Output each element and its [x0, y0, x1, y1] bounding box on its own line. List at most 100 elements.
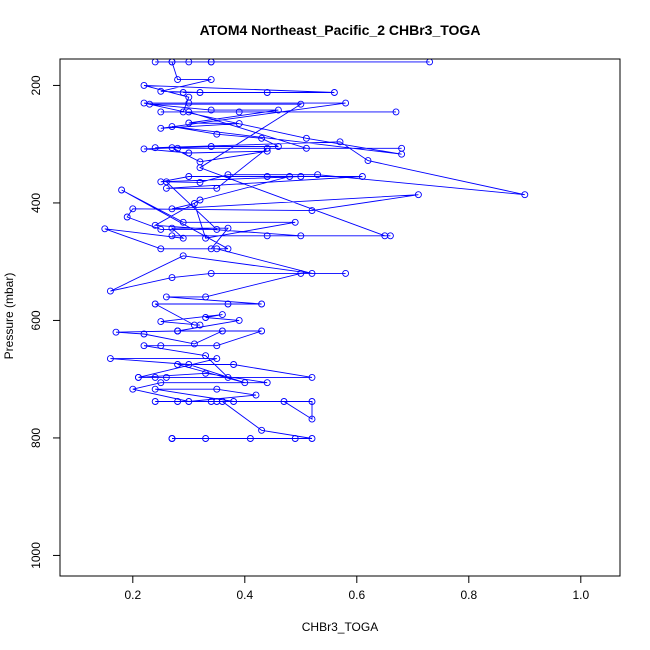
data-point: [190, 321, 198, 329]
x-tick-label: 0.6: [348, 588, 365, 602]
y-tick-label: 600: [29, 310, 43, 330]
data-point: [157, 178, 165, 186]
y-axis-label: Pressure (mbar): [2, 273, 16, 360]
data-point: [185, 119, 193, 127]
series-line: [104, 61, 525, 439]
data-point: [521, 191, 529, 199]
data-point: [224, 245, 232, 253]
data-point: [252, 391, 260, 399]
data-point: [185, 361, 193, 368]
data-point: [179, 252, 187, 260]
data-point: [230, 361, 238, 368]
data-point: [398, 144, 406, 152]
data-point: [314, 171, 322, 179]
data-point: [146, 100, 154, 108]
data-point: [157, 124, 165, 132]
data-point: [213, 342, 221, 350]
data-point: [185, 93, 193, 101]
data-point: [258, 327, 266, 335]
data-point: [202, 352, 210, 360]
data-point: [157, 342, 165, 350]
data-point: [179, 234, 187, 242]
data-point: [118, 186, 126, 194]
x-tick-label: 1.0: [572, 588, 589, 602]
data-point: [308, 435, 316, 442]
data-point: [297, 100, 305, 108]
data-point: [162, 184, 170, 192]
data-point: [157, 87, 165, 95]
data-point: [286, 173, 294, 180]
data-point: [297, 269, 305, 277]
data-point: [140, 330, 148, 338]
data-point: [196, 164, 204, 172]
y-tick-label: 800: [29, 428, 43, 448]
data-point: [263, 232, 271, 240]
data-point: [190, 340, 198, 348]
data-point: [258, 300, 266, 308]
data-point: [179, 108, 187, 116]
data-point: [330, 89, 338, 96]
data-point: [258, 426, 266, 434]
data-point: [202, 314, 210, 321]
data-point: [140, 81, 148, 89]
data-point: [207, 398, 215, 405]
series-points: [101, 59, 529, 442]
data-point: [308, 207, 316, 215]
data-point: [196, 89, 204, 96]
data-point: [202, 293, 210, 301]
data-point: [174, 76, 182, 84]
data-point: [364, 157, 372, 165]
data-point: [140, 145, 148, 153]
data-point: [151, 300, 159, 308]
data-point: [151, 398, 159, 405]
data-point: [224, 224, 232, 232]
series-lines: [104, 61, 525, 439]
data-point: [358, 173, 366, 180]
x-axis-label: CHBr3_TOGA: [302, 620, 378, 634]
data-point: [218, 311, 226, 319]
data-point: [218, 327, 226, 335]
data-point: [134, 373, 142, 381]
data-point: [168, 232, 176, 240]
data-point: [213, 184, 221, 192]
data-point: [129, 205, 137, 213]
data-point: [168, 435, 176, 442]
data-point: [246, 435, 254, 442]
data-point: [263, 173, 271, 180]
x-tick-label: 0.2: [124, 588, 141, 602]
data-point: [263, 379, 271, 387]
data-point: [414, 191, 422, 199]
data-point: [224, 373, 232, 381]
data-point: [291, 435, 299, 442]
data-point: [224, 171, 232, 179]
chart-title: ATOM4 Northeast_Pacific_2 CHBr3_TOGA: [200, 22, 481, 38]
y-axis: 200 400 600 800 1000: [29, 75, 61, 569]
data-point: [213, 355, 221, 363]
data-point: [202, 369, 210, 377]
data-point: [129, 385, 137, 393]
data-point: [185, 173, 193, 180]
data-point: [151, 59, 159, 66]
data-point: [157, 108, 165, 116]
data-point: [151, 373, 159, 381]
data-point: [342, 269, 350, 277]
y-tick-label: 400: [29, 193, 43, 213]
data-point: [235, 120, 243, 128]
data-point: [174, 361, 182, 368]
data-point: [258, 134, 266, 142]
data-point: [263, 147, 271, 155]
data-point: [386, 232, 394, 240]
data-point: [162, 293, 170, 301]
data-point: [168, 274, 176, 282]
y-tick-label: 1000: [29, 542, 43, 569]
data-point: [101, 225, 109, 233]
data-point: [308, 269, 316, 277]
data-point: [207, 269, 215, 277]
data-point: [302, 144, 310, 152]
data-point: [230, 398, 238, 405]
data-point: [274, 106, 282, 114]
x-tick-label: 0.8: [460, 588, 477, 602]
data-point: [207, 106, 215, 114]
